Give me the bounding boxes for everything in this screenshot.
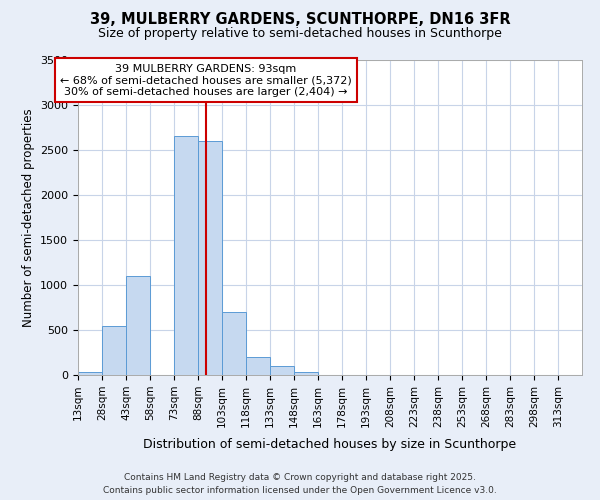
Bar [246, 357, 270, 375]
Y-axis label: Number of semi-detached properties: Number of semi-detached properties [22, 108, 35, 327]
Bar [270, 366, 294, 375]
Bar [78, 372, 102, 375]
Text: 39 MULBERRY GARDENS: 93sqm
← 68% of semi-detached houses are smaller (5,372)
30%: 39 MULBERRY GARDENS: 93sqm ← 68% of semi… [60, 64, 352, 97]
Bar [126, 276, 150, 375]
Text: Size of property relative to semi-detached houses in Scunthorpe: Size of property relative to semi-detach… [98, 28, 502, 40]
Text: Contains HM Land Registry data © Crown copyright and database right 2025.: Contains HM Land Registry data © Crown c… [124, 472, 476, 482]
Bar [174, 136, 198, 375]
Bar [102, 326, 126, 375]
Text: 39, MULBERRY GARDENS, SCUNTHORPE, DN16 3FR: 39, MULBERRY GARDENS, SCUNTHORPE, DN16 3… [89, 12, 511, 28]
Bar [294, 372, 318, 375]
Text: Contains public sector information licensed under the Open Government Licence v3: Contains public sector information licen… [103, 486, 497, 495]
Bar [198, 141, 222, 375]
X-axis label: Distribution of semi-detached houses by size in Scunthorpe: Distribution of semi-detached houses by … [143, 438, 517, 451]
Bar [222, 312, 246, 375]
